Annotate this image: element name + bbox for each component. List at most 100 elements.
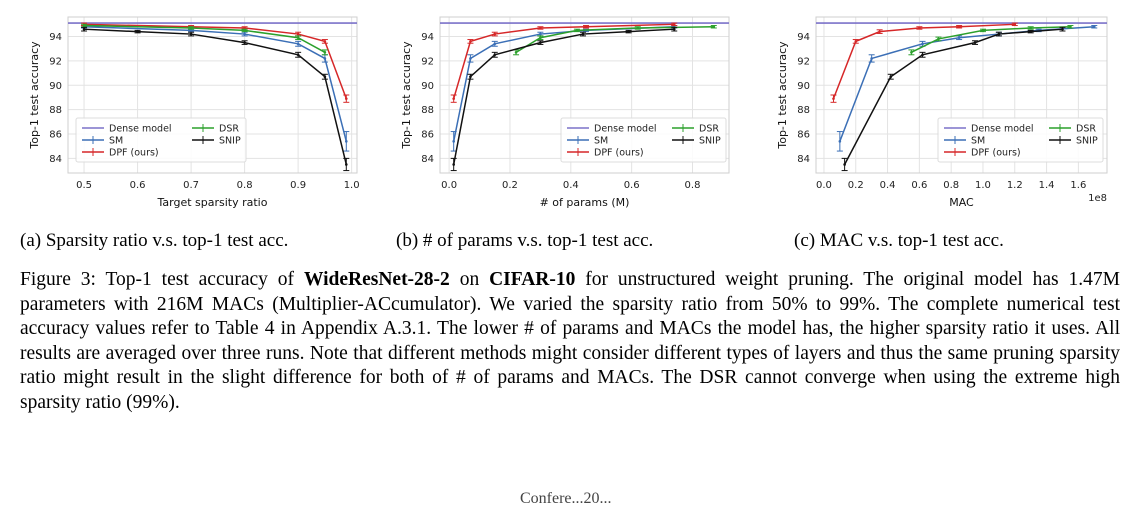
y-tick-label: 90: [421, 81, 434, 92]
y-axis-label: Top-1 test accuracy: [28, 41, 41, 150]
chart-svg-sparsity: 84 86 88 90 92 94 0.5 0.6 0.7 0.8 0.9 1.0 Target spa…: [28, 16, 360, 209]
data-point: [1029, 26, 1032, 30]
subcaption-b: (b) # of params v.s. top-1 test acc.: [396, 230, 654, 251]
y-tick-label: 92: [421, 56, 434, 67]
data-point: [539, 36, 542, 40]
x-tick-label: 0.4: [563, 180, 579, 191]
data-point: [323, 75, 327, 79]
x-multiplier-label: 1e8: [1088, 193, 1107, 204]
data-point: [838, 140, 842, 143]
data-point: [1013, 23, 1017, 26]
data-point: [296, 32, 300, 36]
data-point: [189, 26, 193, 30]
data-point: [832, 97, 835, 100]
data-point: [1092, 25, 1096, 29]
data-point: [1061, 27, 1064, 31]
data-point: [672, 23, 676, 26]
data-point: [344, 97, 348, 100]
x-tick-label: 0.6: [624, 180, 640, 191]
chart-svg-mac: 84 86 88 90 92 94 0.0 0.2 0.4 0.6 0.8 1.0 1.2 1.4 1.6 M…: [776, 16, 1108, 209]
series-line: [84, 26, 348, 142]
data-point: [323, 40, 327, 43]
data-point: [469, 40, 472, 43]
legend-label: SM: [109, 136, 123, 147]
caption-prefix: Figure 3: Top-1 test accuracy of: [20, 269, 304, 290]
data-point: [323, 51, 327, 54]
y-tick-label: 86: [421, 130, 434, 141]
series-line: [452, 23, 675, 99]
data-point: [344, 163, 348, 166]
chart-params: 84 86 88 90 92 94 0.0 0.2 0.4 0.6 0.8 # of params (…: [377, 0, 754, 220]
data-point: [493, 32, 497, 36]
y-tick-label: 88: [421, 105, 434, 116]
data-point: [452, 140, 455, 143]
data-point: [575, 29, 579, 32]
data-point: [82, 27, 86, 31]
x-tick-label: 0.2: [502, 180, 518, 191]
x-tick-label: 1.0: [975, 180, 991, 191]
data-point: [957, 25, 961, 29]
caption-rest: for unstructured weight pruning. The ori…: [20, 269, 1120, 413]
x-tick-label: 1.0: [344, 180, 360, 191]
data-point: [712, 25, 716, 29]
y-tick-label: 92: [49, 56, 62, 67]
plot-frame: [815, 16, 1108, 174]
y-tick-label: 94: [49, 32, 62, 43]
legend-label: DSR: [219, 124, 239, 135]
data-point: [539, 32, 542, 36]
legend-box: [560, 117, 727, 163]
data-point: [981, 29, 985, 32]
data-point: [136, 30, 139, 33]
data-point: [973, 41, 977, 44]
legend-label: DPF (ours): [109, 148, 159, 159]
data-point: [870, 57, 873, 60]
data-point: [1069, 25, 1072, 29]
data-point: [243, 26, 246, 30]
data-point: [323, 57, 327, 60]
subcaption-c: (c) MAC v.s. top-1 test acc.: [794, 230, 1004, 251]
data-point: [921, 53, 924, 57]
data-point: [889, 75, 893, 79]
y-tick-label: 84: [421, 154, 434, 165]
legend-label: SM: [971, 136, 985, 147]
x-tick-label: 0.0: [441, 180, 457, 191]
x-tick-label: 0.8: [685, 180, 701, 191]
data-point: [854, 40, 858, 43]
x-tick-label: 0.2: [848, 180, 864, 191]
data-point: [243, 29, 246, 32]
caption-model: WideResNet-28-2: [303, 269, 450, 290]
data-point: [921, 42, 924, 46]
data-point: [296, 36, 300, 40]
x-tick-label: 1.6: [1070, 180, 1086, 191]
chart-mac: 84 86 88 90 92 94 0.0 0.2 0.4 0.6 0.8 1.0 1.2 1.4 1.6 M…: [754, 0, 1131, 220]
y-tick-label: 84: [797, 154, 810, 165]
legend-label: SNIP: [219, 136, 241, 147]
x-tick-label: 0.8: [943, 180, 959, 191]
x-tick-label: 0.5: [76, 180, 92, 191]
legend-label: Dense model: [594, 124, 657, 135]
series-line: [832, 23, 1015, 99]
data-point: [189, 32, 193, 36]
data-point: [627, 30, 630, 33]
data-point: [918, 26, 921, 30]
x-tick-label: 1.4: [1039, 180, 1055, 191]
x-tick-label: 0.6: [130, 180, 146, 191]
data-point: [1029, 30, 1032, 33]
legend-label: DPF (ours): [594, 148, 644, 159]
data-point: [243, 41, 246, 44]
legend-box: [937, 117, 1104, 163]
y-tick-label: 94: [797, 32, 810, 43]
data-point: [452, 97, 455, 100]
legend-label: DPF (ours): [971, 148, 1021, 159]
data-point: [469, 75, 472, 79]
x-tick-label: 0.4: [880, 180, 896, 191]
chart-svg-params: 84 86 88 90 92 94 0.0 0.2 0.4 0.6 0.8 # of params (…: [400, 16, 730, 209]
series-line: [84, 23, 347, 99]
data-point: [296, 53, 300, 57]
y-tick-label: 86: [797, 130, 810, 141]
legend-label: Dense model: [109, 124, 172, 135]
x-tick-label: 0.6: [911, 180, 927, 191]
y-tick-label: 88: [797, 105, 810, 116]
y-tick-label: 90: [797, 81, 810, 92]
data-point: [636, 26, 640, 30]
